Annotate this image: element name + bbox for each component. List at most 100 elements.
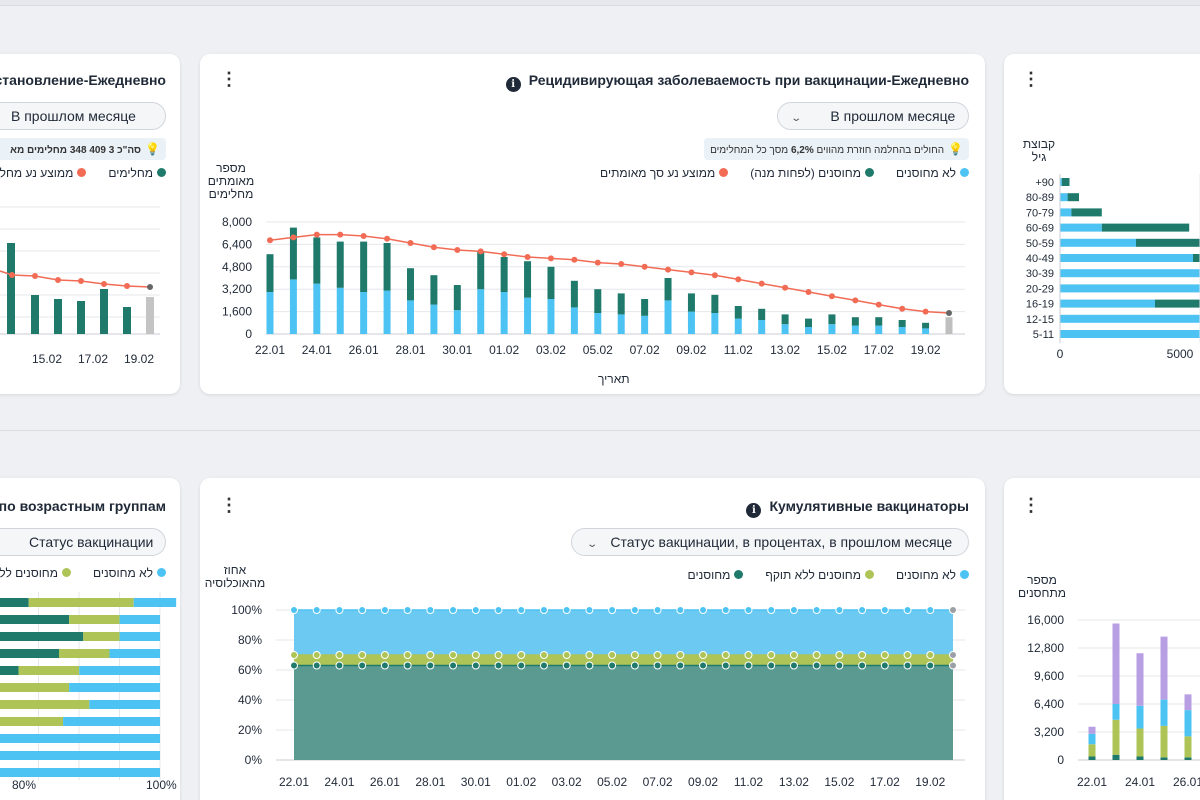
- status-select[interactable]: Статус вакцинации: [0, 528, 166, 556]
- y-tick: 0: [1057, 753, 1064, 767]
- x-tick: 22.01: [255, 343, 285, 357]
- card-recovery-daily: становление-Ежедневно В прошлом месяце 💡…: [0, 54, 180, 394]
- bar-vaccinated: [313, 237, 321, 284]
- y-axis-label: מספר מאומתים מחלימים: [207, 161, 255, 201]
- x-tick: 22.01: [1077, 775, 1107, 789]
- bar-vaccinated: [547, 266, 555, 299]
- status-select-label: Статус вакцинации: [29, 534, 154, 550]
- bar-vaccinated: [758, 308, 766, 320]
- info-icon[interactable]: i: [746, 503, 762, 518]
- y-tick: 100%: [231, 603, 262, 617]
- point: [858, 661, 867, 670]
- period-select-label: В прошлом месяце: [11, 108, 136, 124]
- bar-vaccinated: [477, 251, 485, 290]
- moving-average-line: [0, 270, 151, 288]
- insight-hint: 💡סה"כ 3 409 348 מחלימים מא: [0, 138, 166, 160]
- bar-vaccinated: [851, 317, 859, 326]
- bar-unvaccinated: [119, 632, 160, 641]
- x-tick: 30.01: [461, 775, 491, 789]
- bar-unvaccinated: [1060, 269, 1200, 278]
- moving-average-point: [594, 259, 601, 266]
- bar-unvaccinated: [79, 666, 160, 675]
- bar-segment: [1184, 694, 1192, 711]
- moving-average-point: [922, 308, 929, 315]
- bar: [77, 301, 85, 334]
- info-icon[interactable]: i: [505, 77, 521, 92]
- area-no-validity: [294, 655, 953, 666]
- legend-moving-avg: ממוצע נע סך מאומתים: [600, 166, 716, 180]
- point: [290, 651, 298, 659]
- status-select-label: Статус вакцинации, в процентах, в прошло…: [610, 534, 953, 550]
- point: [585, 651, 594, 659]
- more-menu-icon[interactable]: ⋮: [1022, 69, 1040, 89]
- legend-unvaccinated: לא מחוסנים: [895, 568, 956, 582]
- age-label: 40-49: [1026, 253, 1054, 265]
- point: [55, 277, 61, 283]
- x-tick: 80%: [12, 778, 37, 792]
- age-label: 80-89: [1026, 192, 1054, 204]
- bar-vaccinated: [524, 261, 532, 298]
- point: [835, 606, 844, 614]
- bar-vaccinated: [1193, 254, 1200, 262]
- more-menu-icon[interactable]: ⋮: [220, 495, 238, 515]
- status-select[interactable]: ⌄ Статус вакцинации, в процентах, в прошл…: [571, 528, 969, 556]
- y-tick: 0: [245, 327, 252, 341]
- card-daily-vaccinated: ⋮ מספר מתחסנים 16,000 12,800 9,600 6,400 3,20…: [1004, 478, 1200, 800]
- moving-average-point: [313, 231, 320, 238]
- moving-average-point: [688, 269, 695, 276]
- x-tick: 19.02: [911, 343, 941, 357]
- point: [471, 651, 480, 659]
- x-tick: 15.02: [817, 343, 847, 357]
- point: [949, 606, 957, 614]
- more-menu-icon[interactable]: ⋮: [220, 69, 238, 89]
- point: [517, 661, 526, 670]
- bar-vaccinated: [1067, 193, 1079, 202]
- x-tick: 17.02: [78, 352, 109, 366]
- point: [676, 651, 685, 659]
- y-tick: 20%: [238, 723, 262, 737]
- point: [124, 283, 130, 289]
- x-tick: 07.02: [630, 343, 660, 357]
- bar-vaccinated: [383, 243, 391, 291]
- legend-no-validity: מחוסנים ללא ת: [0, 566, 58, 580]
- bar-vaccinated: [1101, 223, 1190, 232]
- bar-unvaccinated: [1060, 193, 1068, 202]
- point: [744, 651, 753, 659]
- card-title-row: i Рецидивирующая заболеваемость при вакци…: [505, 72, 969, 92]
- point: [608, 606, 617, 614]
- bar-unvaccinated: [1060, 330, 1200, 338]
- y-tick: 40%: [238, 693, 262, 707]
- period-select[interactable]: ⌄ В прошлом месяце: [777, 102, 969, 130]
- bar-segment: [1112, 719, 1120, 755]
- age-label: 50-59: [1026, 238, 1054, 250]
- moving-average-point: [782, 284, 789, 291]
- bar-vaccinated: [875, 317, 883, 326]
- moving-average-point: [454, 247, 461, 253]
- top-band: [0, 0, 1200, 6]
- card-age-groups: ⋮ קבוצת גיל +90 80-89 70-79 60-69 50-59 40-49 3…: [1004, 54, 1200, 394]
- moving-average-point: [946, 310, 952, 316]
- period-select[interactable]: В прошлом месяце: [0, 102, 166, 130]
- bar-segment: [1160, 636, 1168, 700]
- hint-text: סה"כ 3 409 348 מחלימים מא: [10, 145, 142, 156]
- period-select-label: В прошлом месяце: [830, 108, 956, 124]
- point: [926, 606, 935, 614]
- point: [380, 651, 389, 659]
- point: [9, 272, 15, 278]
- point: [653, 661, 662, 670]
- more-menu-icon[interactable]: ⋮: [1022, 495, 1040, 515]
- bar-segment: [1088, 726, 1096, 734]
- point: [147, 284, 153, 290]
- point: [471, 661, 480, 670]
- point: [767, 651, 776, 659]
- bar-unvaccinated: [336, 287, 344, 334]
- bar-unvaccinated: [119, 615, 160, 624]
- bar-unvaccinated: [360, 292, 368, 334]
- bar-segment: [1088, 756, 1096, 760]
- bar-vaccinated: [781, 314, 789, 325]
- row-separator: [0, 430, 1200, 431]
- x-tick: 17.02: [870, 775, 900, 789]
- bar-unvaccinated: [570, 307, 578, 334]
- bar-vaccinated: [360, 241, 368, 292]
- bar-unvaccinated: [828, 324, 836, 334]
